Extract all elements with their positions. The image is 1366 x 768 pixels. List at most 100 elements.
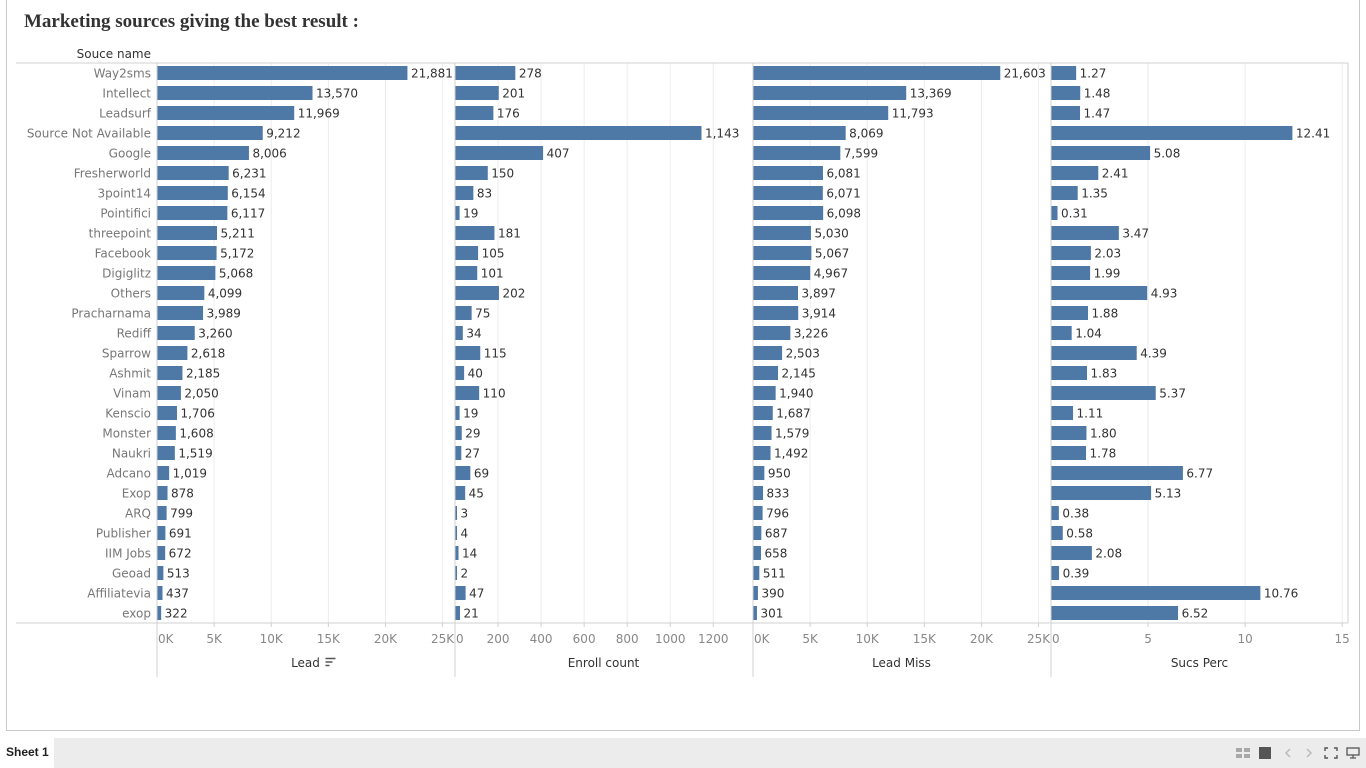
sort-icon[interactable] bbox=[325, 657, 336, 667]
bar[interactable] bbox=[455, 266, 478, 280]
bar[interactable] bbox=[455, 526, 458, 540]
bar[interactable] bbox=[753, 506, 763, 520]
single-view-icon[interactable] bbox=[1258, 747, 1272, 759]
bar[interactable] bbox=[455, 426, 462, 440]
bar[interactable] bbox=[753, 226, 811, 240]
bar[interactable] bbox=[1051, 566, 1060, 580]
bar[interactable] bbox=[157, 326, 195, 340]
bar[interactable] bbox=[1051, 146, 1151, 160]
bar[interactable] bbox=[1051, 126, 1293, 140]
bar[interactable] bbox=[1051, 186, 1078, 200]
bar[interactable] bbox=[157, 446, 175, 460]
bar[interactable] bbox=[1051, 286, 1148, 300]
bar[interactable] bbox=[157, 526, 166, 540]
bar[interactable] bbox=[157, 546, 166, 560]
bar[interactable] bbox=[455, 606, 461, 620]
bar[interactable] bbox=[455, 586, 466, 600]
bar[interactable] bbox=[753, 246, 812, 260]
bar[interactable] bbox=[753, 426, 772, 440]
bar[interactable] bbox=[753, 386, 776, 400]
bar[interactable] bbox=[753, 446, 771, 460]
bar[interactable] bbox=[753, 106, 889, 120]
next-sheet-icon[interactable] bbox=[1302, 747, 1316, 759]
bar[interactable] bbox=[1051, 66, 1077, 80]
bar[interactable] bbox=[753, 366, 779, 380]
bar[interactable] bbox=[1051, 246, 1091, 260]
bar[interactable] bbox=[1051, 406, 1074, 420]
bar[interactable] bbox=[753, 86, 907, 100]
bar[interactable] bbox=[1051, 86, 1081, 100]
bar[interactable] bbox=[753, 566, 760, 580]
bar[interactable] bbox=[1051, 326, 1072, 340]
bar[interactable] bbox=[157, 426, 176, 440]
bar[interactable] bbox=[1051, 486, 1152, 500]
bar[interactable] bbox=[455, 126, 702, 140]
bar[interactable] bbox=[1051, 106, 1081, 120]
bar[interactable] bbox=[1051, 466, 1183, 480]
bar[interactable] bbox=[157, 486, 168, 500]
bar[interactable] bbox=[157, 586, 163, 600]
bar[interactable] bbox=[157, 146, 249, 160]
bar[interactable] bbox=[157, 266, 216, 280]
bar[interactable] bbox=[1051, 506, 1059, 520]
bar[interactable] bbox=[455, 486, 466, 500]
bar[interactable] bbox=[1051, 306, 1088, 320]
bar[interactable] bbox=[455, 286, 499, 300]
bar[interactable] bbox=[455, 66, 516, 80]
bar[interactable] bbox=[753, 466, 765, 480]
fullscreen-icon[interactable] bbox=[1324, 747, 1338, 759]
grid-view-icon[interactable] bbox=[1236, 747, 1250, 759]
bar[interactable] bbox=[753, 546, 762, 560]
bar[interactable] bbox=[157, 186, 228, 200]
bar[interactable] bbox=[1051, 166, 1099, 180]
bar[interactable] bbox=[157, 286, 205, 300]
bar[interactable] bbox=[753, 486, 764, 500]
bar[interactable] bbox=[455, 86, 499, 100]
bar[interactable] bbox=[455, 146, 544, 160]
bar[interactable] bbox=[157, 206, 228, 220]
bar[interactable] bbox=[1051, 386, 1156, 400]
previous-sheet-icon[interactable] bbox=[1281, 747, 1295, 759]
bar[interactable] bbox=[157, 346, 188, 360]
bar[interactable] bbox=[157, 166, 229, 180]
presentation-icon[interactable] bbox=[1346, 747, 1360, 759]
bar[interactable] bbox=[753, 66, 1001, 80]
bar[interactable] bbox=[157, 246, 217, 260]
bar[interactable] bbox=[157, 226, 218, 240]
bar[interactable] bbox=[455, 366, 465, 380]
bar[interactable] bbox=[753, 206, 824, 220]
bar[interactable] bbox=[1051, 226, 1119, 240]
bar[interactable] bbox=[157, 306, 204, 320]
bar[interactable] bbox=[753, 186, 823, 200]
bar[interactable] bbox=[455, 306, 472, 320]
tab-sheet-1[interactable]: Sheet 1 bbox=[0, 738, 54, 768]
bar[interactable] bbox=[1051, 366, 1088, 380]
bar[interactable] bbox=[1051, 546, 1092, 560]
bar[interactable] bbox=[157, 406, 177, 420]
bar[interactable] bbox=[157, 66, 408, 80]
bar[interactable] bbox=[157, 386, 181, 400]
bar[interactable] bbox=[455, 326, 463, 340]
bar[interactable] bbox=[753, 286, 799, 300]
bar[interactable] bbox=[1051, 206, 1058, 220]
bar[interactable] bbox=[455, 446, 462, 460]
bar[interactable] bbox=[455, 106, 494, 120]
bar[interactable] bbox=[753, 266, 811, 280]
bar[interactable] bbox=[753, 326, 791, 340]
bar[interactable] bbox=[455, 226, 495, 240]
bar[interactable] bbox=[157, 566, 164, 580]
bar[interactable] bbox=[753, 586, 758, 600]
bar[interactable] bbox=[157, 506, 167, 520]
bar[interactable] bbox=[157, 106, 295, 120]
bar[interactable] bbox=[753, 406, 773, 420]
bar[interactable] bbox=[455, 246, 479, 260]
bar[interactable] bbox=[1051, 586, 1261, 600]
bar[interactable] bbox=[753, 346, 783, 360]
bar[interactable] bbox=[157, 366, 183, 380]
bar[interactable] bbox=[455, 566, 458, 580]
bar[interactable] bbox=[455, 166, 488, 180]
bar[interactable] bbox=[753, 126, 846, 140]
bar[interactable] bbox=[455, 546, 459, 560]
bar[interactable] bbox=[753, 606, 757, 620]
bar[interactable] bbox=[455, 346, 481, 360]
